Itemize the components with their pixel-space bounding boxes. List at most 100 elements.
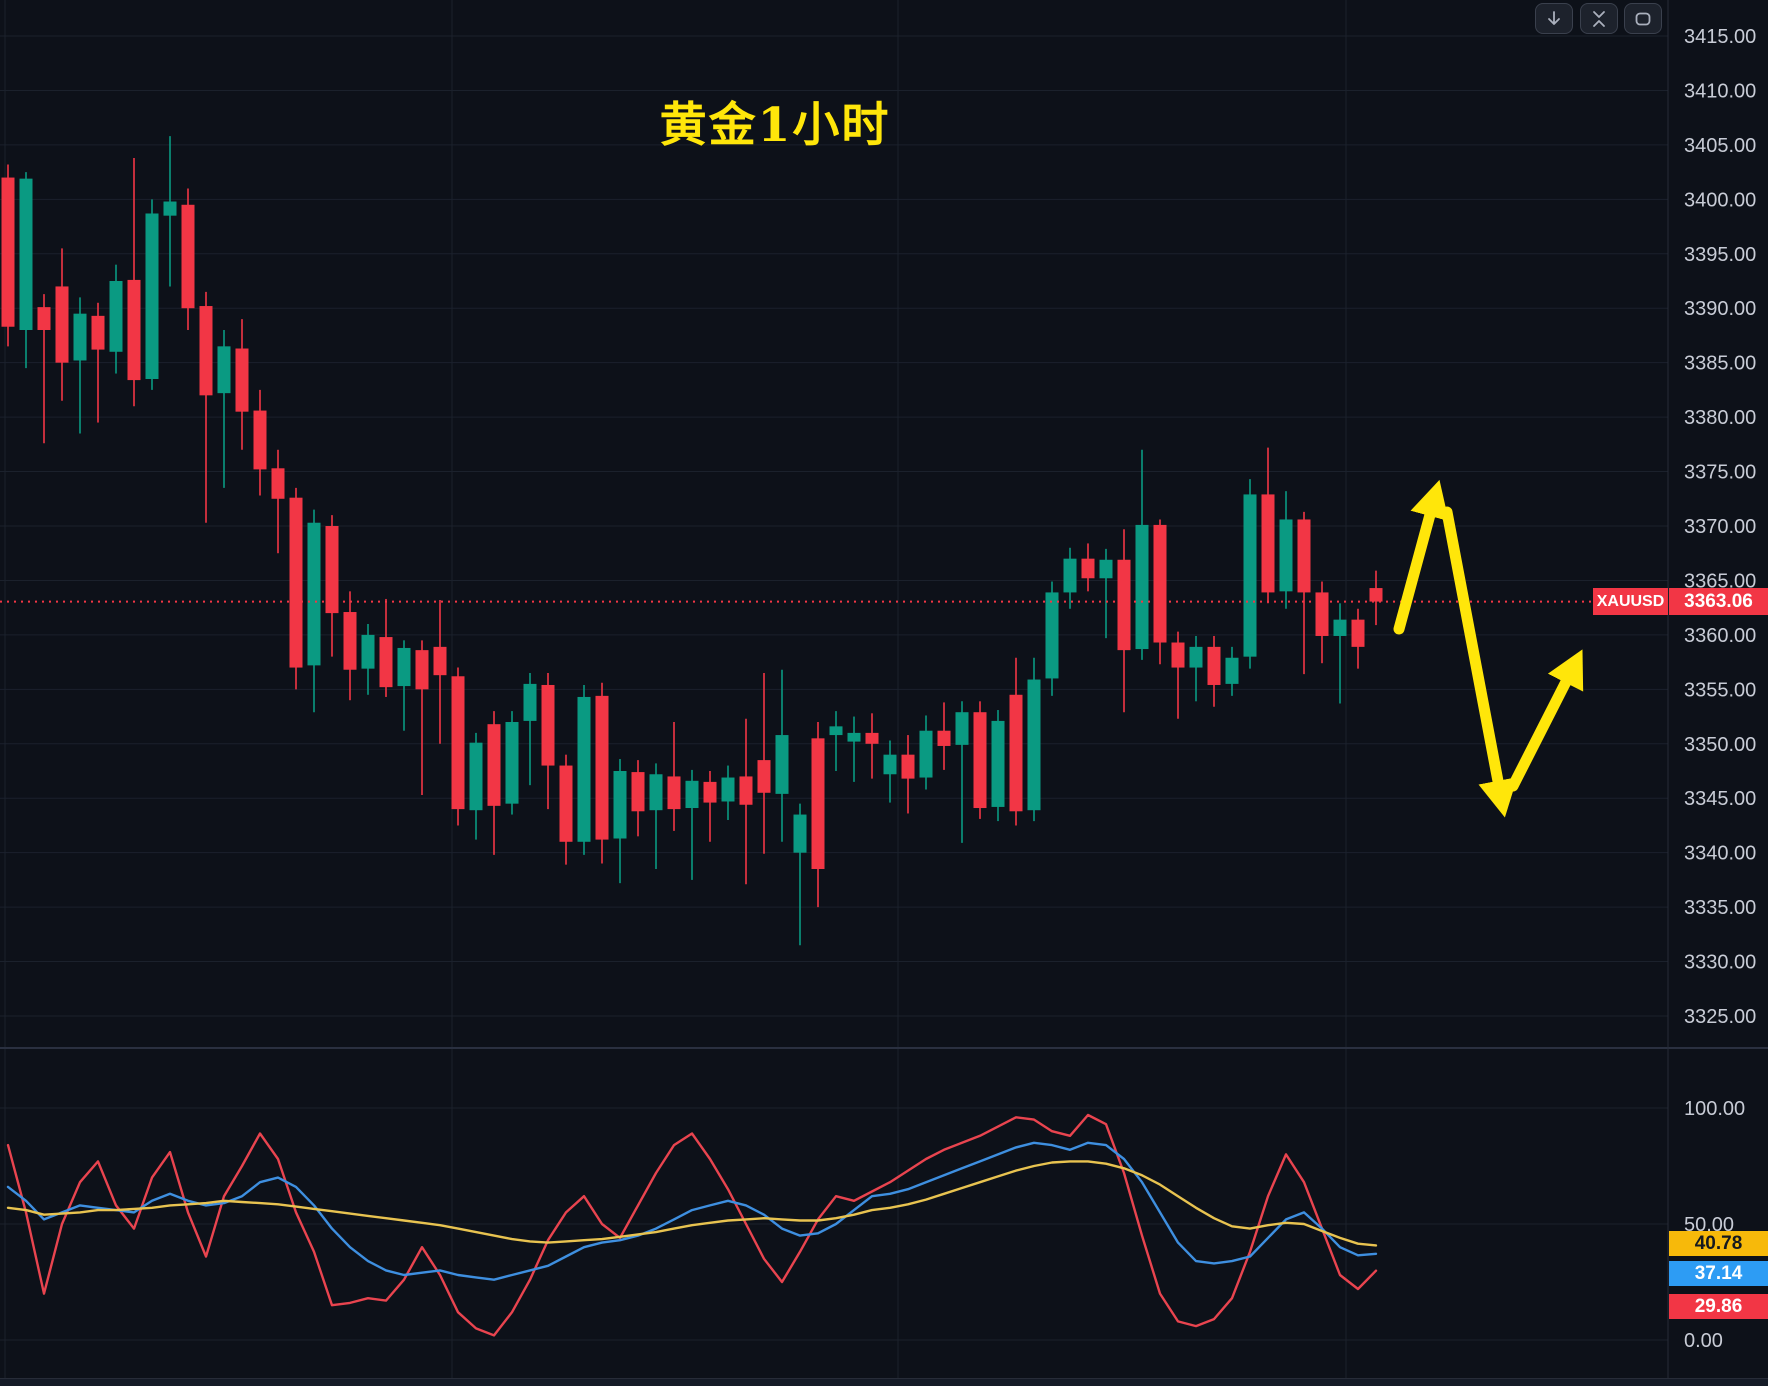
candle bbox=[703, 771, 717, 842]
price-tick-label: 3330.00 bbox=[1684, 952, 1756, 974]
candle bbox=[757, 673, 771, 854]
oscillator-j-value-chip: 29.86 bbox=[1669, 1294, 1768, 1319]
candle bbox=[127, 157, 141, 407]
candle bbox=[145, 199, 159, 390]
last-price-axis-label: 3363.06 bbox=[1669, 588, 1768, 615]
osc-line-D bbox=[6, 1141, 1378, 1281]
osc-tick-label: 50.00 bbox=[1684, 1214, 1734, 1236]
price-tick-label: 3395.00 bbox=[1684, 244, 1756, 266]
time-axis-strip[interactable] bbox=[0, 1378, 1768, 1386]
price-tick-label: 3325.00 bbox=[1684, 1006, 1756, 1028]
candle bbox=[1189, 635, 1203, 702]
maximize-pane-button[interactable] bbox=[1624, 3, 1662, 34]
forecast-arrow[interactable] bbox=[1507, 649, 1584, 792]
candle bbox=[811, 722, 825, 908]
candle bbox=[685, 769, 699, 880]
candle bbox=[361, 624, 375, 695]
candle bbox=[667, 722, 681, 831]
candle bbox=[541, 673, 555, 810]
chart-title: 黄金1小时 bbox=[659, 98, 891, 153]
candle bbox=[847, 716, 861, 782]
candle bbox=[1081, 543, 1095, 592]
candle bbox=[415, 640, 429, 795]
candle bbox=[73, 297, 87, 434]
candle bbox=[1063, 547, 1077, 609]
candle bbox=[937, 702, 951, 770]
scroll-to-recent-button[interactable] bbox=[1535, 3, 1573, 34]
price-tick-label: 3375.00 bbox=[1684, 462, 1756, 484]
candle bbox=[577, 684, 591, 855]
collapse-pane-button[interactable] bbox=[1580, 3, 1618, 34]
candle bbox=[1333, 603, 1347, 704]
candle bbox=[469, 732, 483, 840]
candle bbox=[433, 600, 447, 744]
candle bbox=[55, 248, 69, 401]
candle bbox=[487, 711, 501, 855]
price-tick-label: 3410.00 bbox=[1684, 80, 1756, 102]
candle bbox=[91, 302, 105, 423]
candle bbox=[793, 803, 807, 946]
candle bbox=[919, 715, 933, 790]
candle bbox=[523, 673, 537, 786]
price-tick-label: 3380.00 bbox=[1684, 407, 1756, 429]
candle bbox=[1297, 511, 1311, 675]
price-tick-label: 3350.00 bbox=[1684, 734, 1756, 756]
price-tick-label: 3415.00 bbox=[1684, 26, 1756, 48]
candle bbox=[271, 449, 285, 554]
candle bbox=[829, 711, 843, 771]
candle bbox=[307, 509, 321, 713]
candle bbox=[109, 264, 123, 374]
forecast-arrow[interactable] bbox=[1393, 479, 1449, 635]
candle bbox=[451, 667, 465, 826]
collapse-icon bbox=[1590, 10, 1608, 28]
osc-tick-label: 0.00 bbox=[1684, 1330, 1723, 1352]
price-tick-label: 3400.00 bbox=[1684, 189, 1756, 211]
oscillator-k-value-chip: 40.78 bbox=[1669, 1231, 1768, 1256]
forecast-arrow[interactable] bbox=[1441, 506, 1518, 818]
candle bbox=[217, 330, 231, 488]
osc-line-K bbox=[6, 1160, 1378, 1247]
candle bbox=[1171, 631, 1185, 719]
candle bbox=[1225, 646, 1239, 696]
price-tick-label: 3335.00 bbox=[1684, 897, 1756, 919]
price-tick-label: 3355.00 bbox=[1684, 679, 1756, 701]
arrow-down-icon bbox=[1545, 10, 1563, 28]
oscillator-d-value-chip: 37.14 bbox=[1669, 1261, 1768, 1286]
candle bbox=[163, 136, 177, 287]
candle bbox=[289, 487, 303, 690]
price-tick-label: 3390.00 bbox=[1684, 298, 1756, 320]
osc-tick-label: 100.00 bbox=[1684, 1098, 1745, 1120]
candle bbox=[901, 735, 915, 814]
candle bbox=[181, 188, 195, 330]
candle bbox=[505, 711, 519, 815]
candle bbox=[1153, 519, 1167, 665]
candle bbox=[649, 763, 663, 869]
candle bbox=[973, 701, 987, 819]
price-tick-label: 3340.00 bbox=[1684, 843, 1756, 865]
candle bbox=[1315, 581, 1329, 664]
candle bbox=[1045, 581, 1059, 696]
candle bbox=[37, 294, 51, 444]
price-tick-label: 3405.00 bbox=[1684, 135, 1756, 157]
maximize-icon bbox=[1634, 10, 1652, 28]
candle bbox=[631, 760, 645, 837]
candle bbox=[19, 172, 33, 369]
osc-line-J bbox=[6, 1113, 1378, 1337]
candle bbox=[865, 713, 879, 779]
candle bbox=[955, 701, 969, 843]
candle bbox=[235, 319, 249, 450]
candle bbox=[739, 718, 753, 885]
candle bbox=[1027, 657, 1041, 822]
candle bbox=[559, 754, 573, 865]
price-tick-label: 3370.00 bbox=[1684, 516, 1756, 538]
candle bbox=[1207, 635, 1221, 707]
candle bbox=[1009, 657, 1023, 826]
candle bbox=[1, 164, 15, 347]
candle bbox=[1261, 447, 1275, 604]
price-tick-label: 3360.00 bbox=[1684, 625, 1756, 647]
candle bbox=[595, 682, 609, 864]
candle bbox=[883, 740, 897, 803]
candle bbox=[1135, 449, 1149, 660]
candle bbox=[1243, 479, 1257, 669]
